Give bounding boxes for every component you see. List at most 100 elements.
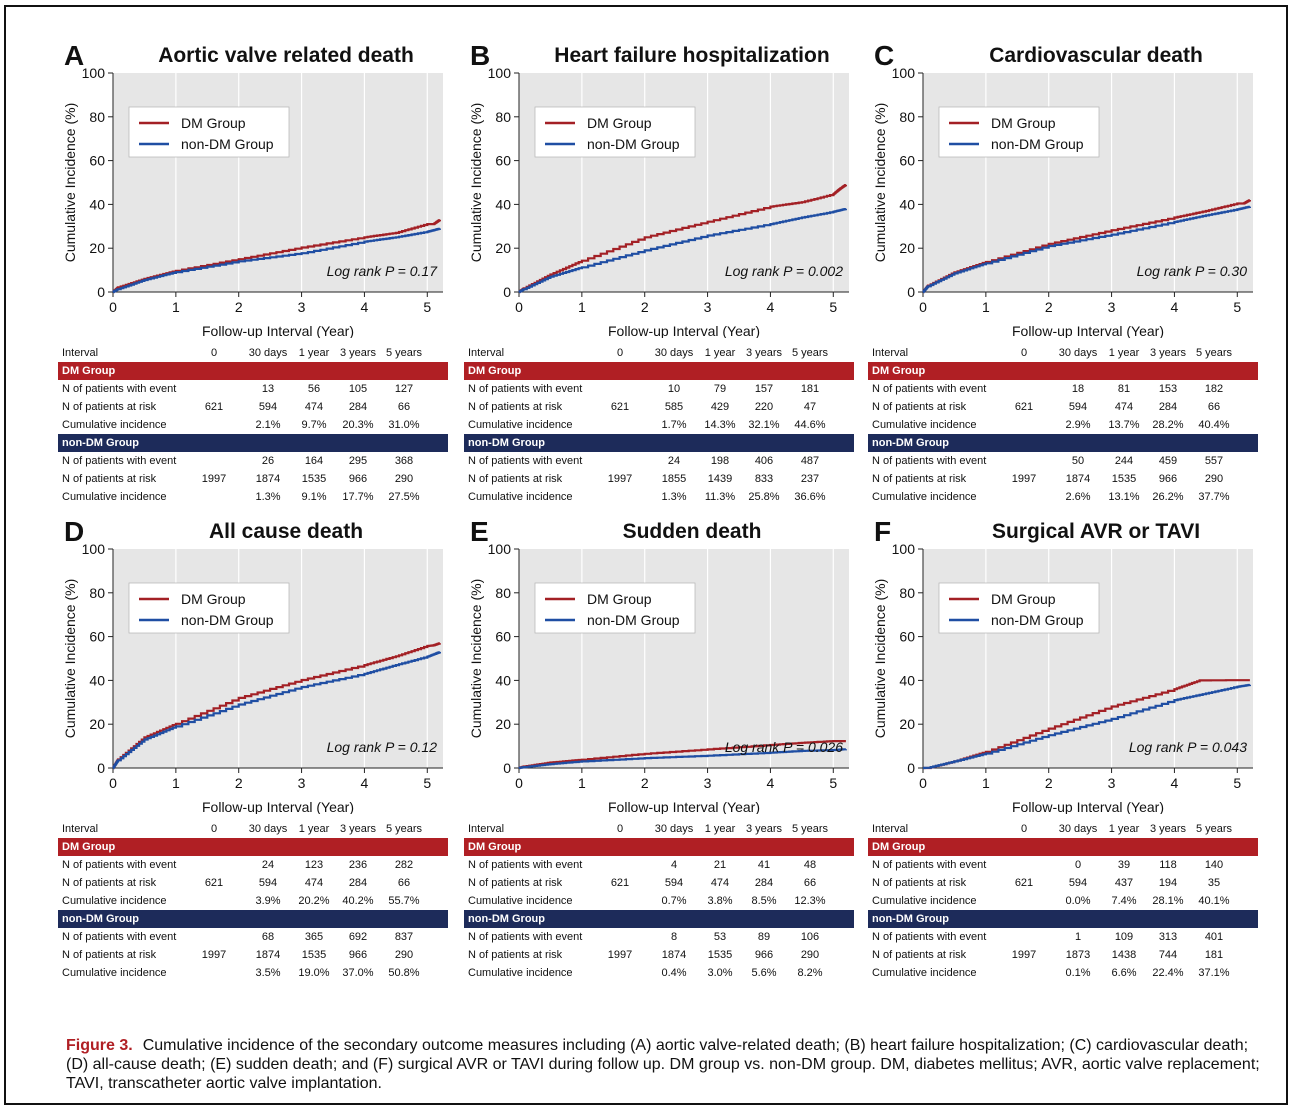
table-cell: 44.6%	[794, 419, 826, 431]
y-tick-label: 0	[907, 284, 915, 300]
table-cell: 237	[800, 473, 820, 485]
table-cell: 1874	[1065, 473, 1091, 485]
table-cell: 10	[667, 383, 681, 395]
table-cell: 30 days	[1058, 823, 1098, 835]
plot-area	[519, 549, 849, 768]
x-axis-title: Follow-up Interval (Year)	[1012, 323, 1164, 338]
table-cell: 11.3%	[704, 491, 736, 503]
km-chart-E: 0 20 40 60 80 100 0 1 2 3 4 5 Follow-up Interval (Ye…	[468, 516, 849, 814]
x-tick-label: 5	[1233, 775, 1241, 791]
table-cell: 30 days	[248, 823, 288, 835]
legend-label: DM Group	[181, 591, 246, 607]
panel-B: 0 20 40 60 80 100 0 1 2 3 4 5 Follow-up Interval (Ye…	[464, 38, 854, 513]
table-row: N of patients at risk 1997 1874 1535 966 290	[58, 470, 448, 488]
row-label: Cumulative incidence	[468, 419, 573, 431]
y-tick-label: 100	[82, 541, 106, 557]
table-cell: 3 years	[339, 823, 377, 835]
table-cell: 474	[1114, 401, 1134, 413]
series-line-non-dm	[518, 748, 847, 770]
table-cell: 1 year	[1108, 347, 1140, 359]
group-band-non: non-DM Group	[464, 434, 854, 452]
table-cell: 290	[1204, 473, 1224, 485]
table-cell: 0	[616, 347, 624, 359]
table-header-row: Interval 0 30 days 1 year 3 years 5 years	[58, 820, 448, 838]
panel-title: All cause death	[209, 520, 363, 543]
table-cell: 621	[1014, 401, 1034, 413]
table-header-row: Interval 0 30 days 1 year 3 years 5 years	[464, 344, 854, 362]
y-tick-label: 20	[495, 240, 511, 256]
row-label: Cumulative incidence	[62, 419, 167, 431]
panel-E: 0 20 40 60 80 100 0 1 2 3 4 5 Follow-up Interval (Ye…	[464, 514, 854, 989]
table-cell: 8.5%	[751, 895, 777, 907]
table-cell: 368	[394, 455, 414, 467]
row-label: Cumulative incidence	[872, 967, 977, 979]
x-tick-label: 3	[704, 775, 712, 791]
table-header-row: Interval 0 30 days 1 year 3 years 5 years	[58, 344, 448, 362]
group-band-non: non-DM Group	[868, 910, 1258, 928]
row-label: N of patients at risk	[62, 473, 157, 485]
table-cell: 26	[261, 455, 275, 467]
x-tick-label: 2	[641, 775, 649, 791]
table-row: N of patients with event 8 53 89 106	[464, 928, 854, 946]
table-cell: 594	[258, 401, 278, 413]
table-row: N of patients at risk 621 594 437 194 35	[868, 874, 1258, 892]
table-cell: 244	[1114, 455, 1134, 467]
table-cell: 585	[664, 401, 684, 413]
table-row: Cumulative incidence 3.5% 19.0% 37.0% 50.8%	[58, 964, 448, 982]
table-row: N of patients with event 10 79 157 181	[464, 380, 854, 398]
table-row: N of patients at risk 621 594 474 284 66	[58, 398, 448, 416]
panel-letter: E	[470, 516, 489, 547]
legend-box	[938, 106, 1100, 158]
x-tick-label: 4	[1171, 299, 1179, 315]
figure-frame	[4, 5, 1288, 1105]
series-line-non-dm	[518, 208, 847, 294]
table-cell: 36.6%	[794, 491, 826, 503]
table-cell: 557	[1204, 455, 1224, 467]
table-cell: 13	[261, 383, 275, 395]
table-cell: 220	[754, 401, 774, 413]
table-cell: 30 days	[1058, 347, 1098, 359]
y-axis-title: Cumulative Incidence (%)	[468, 579, 484, 739]
x-tick-label: 3	[298, 299, 306, 315]
table-cell: 3 years	[745, 823, 783, 835]
table-cell: 37.7%	[1198, 491, 1230, 503]
table-cell: 401	[1204, 931, 1224, 943]
y-tick-label: 100	[892, 541, 916, 557]
table-cell: 198	[710, 455, 730, 467]
row-label: N of patients with event	[62, 859, 177, 871]
table-cell: 3.0%	[707, 967, 733, 979]
y-tick-label: 80	[89, 109, 105, 125]
table-cell: 3 years	[339, 347, 377, 359]
table-cell: 966	[348, 473, 368, 485]
table-cell: 406	[754, 455, 774, 467]
table-row: N of patients at risk 1997 1874 1535 966 290	[464, 946, 854, 964]
table-cell: 182	[1204, 383, 1224, 395]
group-band-dm: DM Group	[464, 362, 854, 380]
row-label: N of patients at risk	[872, 473, 967, 485]
risk-table-A: Interval 0 30 days 1 year 3 years 5 years DM G…	[58, 344, 448, 506]
table-cell: 105	[348, 383, 368, 395]
table-cell: 25.8%	[748, 491, 780, 503]
table-row: Cumulative incidence 2.6% 13.1% 26.2% 37.7%	[868, 488, 1258, 506]
table-cell: 1	[1074, 931, 1082, 943]
table-cell: 27.5%	[388, 491, 420, 503]
plot-area	[923, 549, 1253, 768]
table-cell: 30 days	[654, 823, 694, 835]
table-cell: 66	[397, 401, 411, 413]
table-cell: 966	[754, 949, 774, 961]
panel-C: 0 20 40 60 80 100 0 1 2 3 4 5 Follow-up Interval (Ye…	[868, 38, 1258, 513]
table-cell: 181	[800, 383, 820, 395]
y-tick-label: 60	[899, 153, 915, 169]
table-cell: 0	[210, 823, 218, 835]
y-tick-label: 40	[899, 672, 915, 688]
row-label: Cumulative incidence	[872, 491, 977, 503]
x-tick-label: 2	[1045, 775, 1053, 791]
log-rank-annotation: Log rank P = 0.002	[725, 263, 843, 279]
y-tick-label: 0	[503, 760, 511, 776]
row-label: N of patients at risk	[468, 401, 563, 413]
table-cell: 5.6%	[751, 967, 777, 979]
row-label: N of patients at risk	[872, 401, 967, 413]
table-row: N of patients at risk 1997 1874 1535 966 290	[868, 470, 1258, 488]
table-cell: 284	[1158, 401, 1178, 413]
legend-box	[534, 106, 696, 158]
